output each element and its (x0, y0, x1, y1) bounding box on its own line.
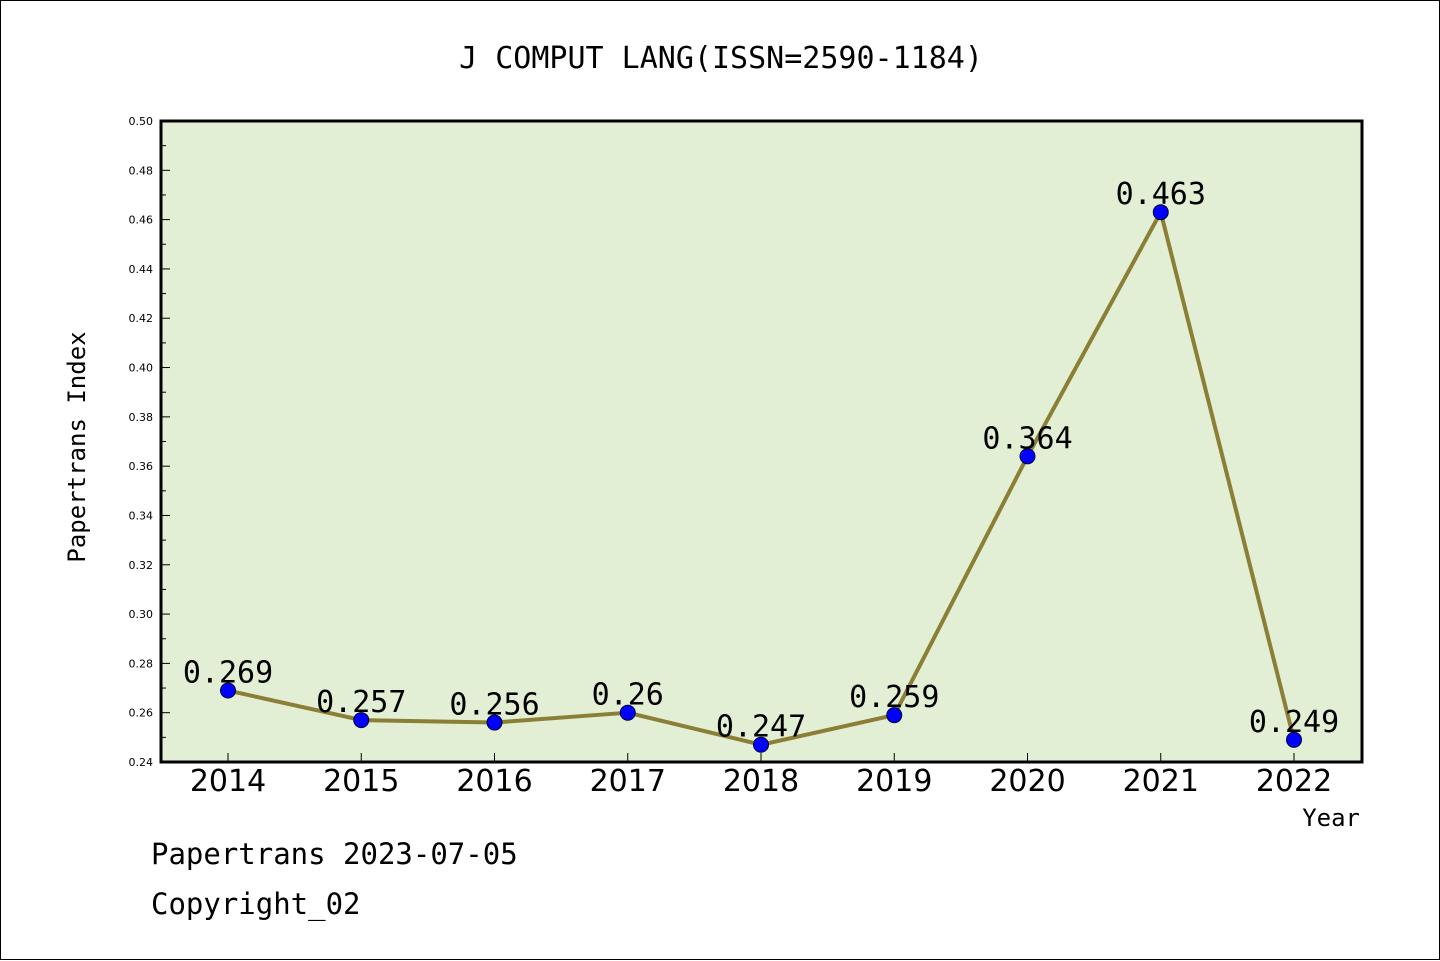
x-tick-label: 2022 (1256, 764, 1332, 799)
series-group (220, 204, 1302, 753)
data-label-2019: 0.259 (849, 680, 939, 715)
x-tick-label: 2017 (590, 764, 666, 799)
y-axis: 0.24 0.26 0.28 0.30 0.32 0.34 0.36 0.38 0.40 0.42… (129, 115, 170, 769)
y-tick-label: 0.44 (129, 263, 154, 276)
data-point-2017 (619, 704, 636, 721)
data-point-2016 (486, 714, 503, 731)
y-tick-label: 0.50 (129, 115, 154, 128)
y-tick-label: 0.40 (129, 362, 154, 375)
data-point-2021 (1152, 204, 1169, 221)
x-tick-label: 2014 (190, 764, 266, 799)
data-label-2020: 0.364 (982, 421, 1072, 456)
data-label-2015: 0.257 (316, 685, 406, 720)
y-tick-label: 0.38 (129, 411, 154, 424)
y-tick-label: 0.34 (129, 509, 154, 522)
data-point-2022 (1286, 731, 1302, 748)
data-point-2018 (753, 736, 769, 753)
x-tick-label: 2015 (323, 764, 399, 799)
y-tick-label: 0.30 (129, 608, 154, 621)
y-tick-label: 0.28 (129, 657, 154, 670)
x-axis: 2014 2015 2016 2017 2018 2019 2020 2021 2022 (190, 753, 1332, 799)
data-label-2014: 0.269 (183, 656, 273, 691)
x-tick-label: 2018 (723, 764, 799, 799)
x-axis-label: Year (1302, 804, 1360, 832)
x-tick-label: 2021 (1123, 764, 1199, 799)
footer-copyright: Copyright_02 (151, 887, 361, 921)
data-label-2018: 0.247 (716, 710, 806, 745)
y-tick-label: 0.36 (129, 460, 154, 473)
data-point-2019 (886, 707, 903, 724)
x-tick-label: 2019 (856, 764, 932, 799)
data-point-2014 (220, 682, 236, 699)
data-labels: 0.269 0.257 0.256 0.26 0.247 0.259 0.364 0.463 0… (183, 177, 1339, 745)
data-point-2015 (353, 712, 370, 729)
y-tick-label: 0.26 (129, 707, 154, 720)
y-tick-label: 0.42 (129, 312, 154, 325)
data-point-2020 (1019, 448, 1036, 465)
y-tick-label: 0.32 (129, 559, 154, 572)
chart-title: J COMPUT LANG(ISSN=2590-1184) (459, 41, 983, 76)
data-label-2021: 0.463 (1116, 177, 1206, 212)
y-axis-label: Papertrans Index (63, 331, 91, 562)
y-tick-label: 0.46 (129, 214, 154, 227)
y-tick-label: 0.48 (129, 164, 154, 177)
footer-date: Papertrans 2023-07-05 (151, 837, 518, 871)
x-tick-label: 2020 (989, 764, 1065, 799)
data-label-2022: 0.249 (1249, 705, 1339, 740)
y-tick-label: 0.24 (129, 756, 154, 769)
data-label-2017: 0.26 (592, 678, 664, 713)
data-label-2016: 0.256 (449, 688, 539, 723)
plot-area (159, 119, 1364, 764)
x-tick-label: 2016 (456, 764, 532, 799)
